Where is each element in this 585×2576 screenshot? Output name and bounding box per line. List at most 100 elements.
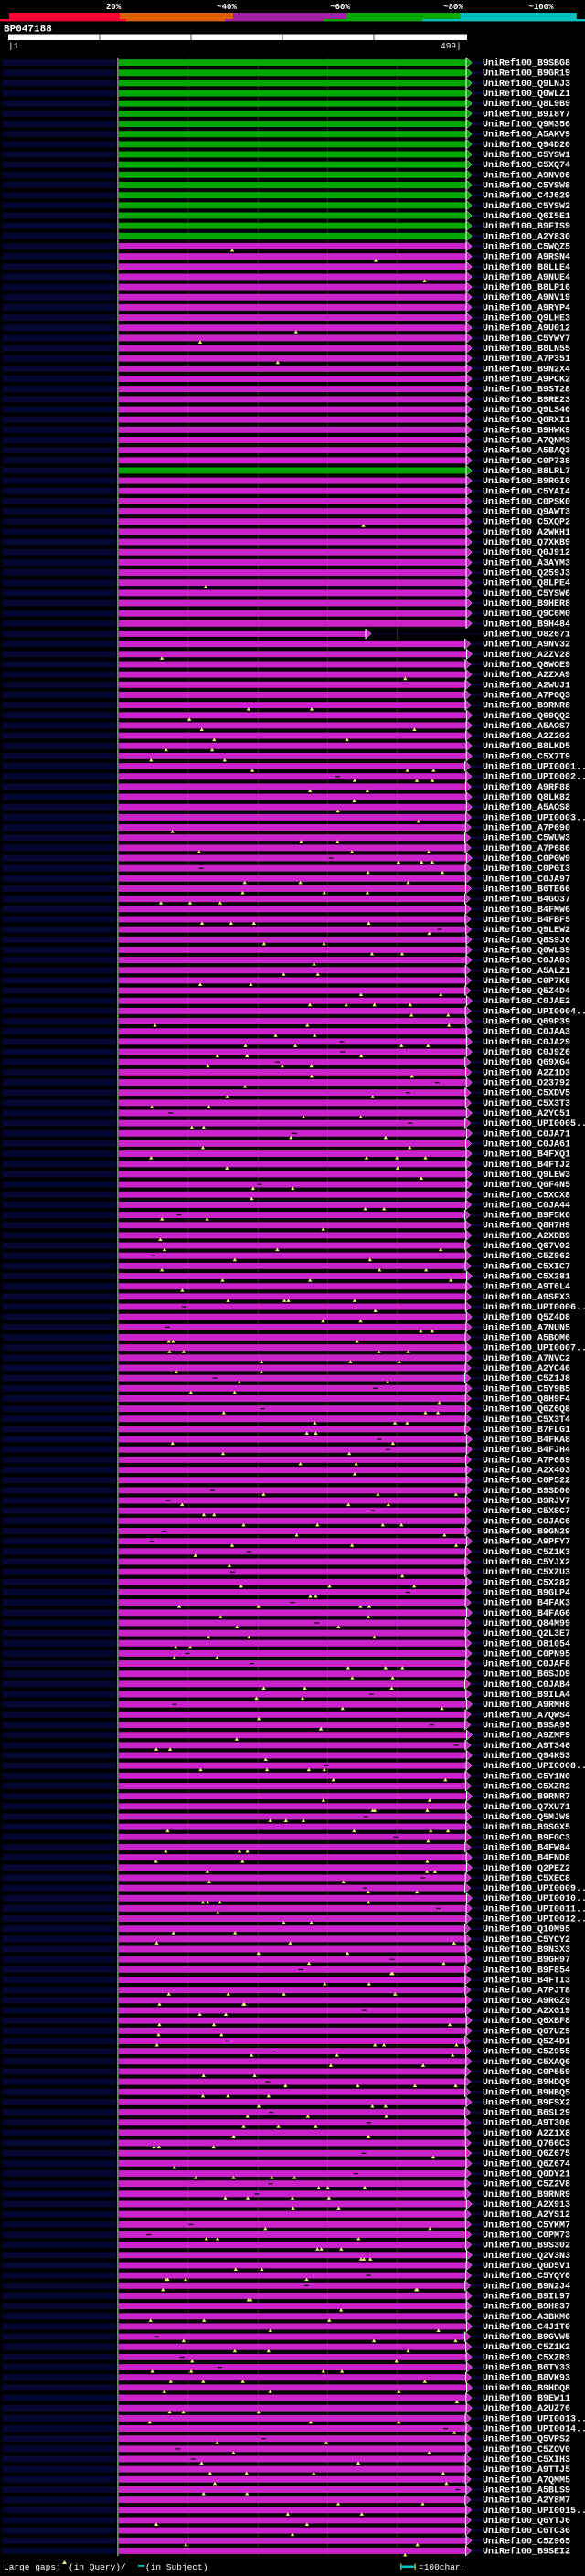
svg-text:UniRef100_B4FTI3: UniRef100_B4FTI3 [483, 1976, 570, 1987]
svg-text:UniRef100_Q8LPE4: UniRef100_Q8LPE4 [483, 578, 570, 589]
svg-text:UniRef100_UPI0007..: UniRef100_UPI0007.. [483, 1343, 585, 1354]
svg-text:UniRef100_B9SD00: UniRef100_B9SD00 [483, 1486, 570, 1497]
svg-text:UniRef100_UPI0005..: UniRef100_UPI0005.. [483, 1118, 585, 1129]
svg-text:UniRef100_C5XZU3: UniRef100_C5XZU3 [483, 1567, 570, 1578]
svg-text:UniRef100_C5Y1N0: UniRef100_C5Y1N0 [483, 1771, 570, 1782]
svg-text:UniRef100_UPI0008..: UniRef100_UPI0008.. [483, 1761, 585, 1772]
svg-text:UniRef100_A2X403: UniRef100_A2X403 [483, 1466, 570, 1477]
svg-text:UniRef100_UPI0006..: UniRef100_UPI0006.. [483, 1302, 585, 1313]
svg-text:UniRef100_A2ZXA9: UniRef100_A2ZXA9 [483, 670, 570, 681]
svg-text:UniRef100_B9GLP4: UniRef100_B9GLP4 [483, 1587, 570, 1598]
svg-text:UniRef100_Q5Z4D8: UniRef100_Q5Z4D8 [483, 1312, 570, 1323]
svg-text:UniRef100_B8LN55: UniRef100_B8LN55 [483, 344, 570, 355]
svg-text:UniRef100_C5Z965: UniRef100_C5Z965 [483, 2536, 570, 2547]
svg-text:UniRef100_Q8LK82: UniRef100_Q8LK82 [483, 792, 570, 803]
svg-text:UniRef100_C0JAA3: UniRef100_C0JAA3 [483, 1027, 570, 1038]
svg-text:BP047188: BP047188 [4, 25, 52, 36]
svg-text:UniRef100_UPI0010..: UniRef100_UPI0010.. [483, 1893, 585, 1904]
svg-text:UniRef100_A5AOS8: UniRef100_A5AOS8 [483, 802, 570, 813]
svg-text:UniRef100_A9ZMF9: UniRef100_A9ZMF9 [483, 1731, 570, 1742]
svg-text:UniRef100_A2YC51: UniRef100_A2YC51 [483, 1108, 570, 1119]
svg-text:UniRef100_A7P686: UniRef100_A7P686 [483, 843, 570, 854]
svg-text:UniRef100_Q2PEZ2: UniRef100_Q2PEZ2 [483, 1863, 570, 1874]
svg-text:UniRef100_B6TE66: UniRef100_B6TE66 [483, 884, 570, 895]
svg-text:UniRef100_C5XQ74: UniRef100_C5XQ74 [483, 160, 570, 171]
svg-text:UniRef100_C0P522: UniRef100_C0P522 [483, 1476, 570, 1487]
svg-text:UniRef100_A7P690: UniRef100_A7P690 [483, 823, 570, 834]
svg-text:UniRef100_A7QWS4: UniRef100_A7QWS4 [483, 1710, 570, 1721]
svg-text:UniRef100_C0JAF8: UniRef100_C0JAF8 [483, 1659, 570, 1670]
svg-text:UniRef100_B8VK93: UniRef100_B8VK93 [483, 2373, 570, 2384]
svg-text:UniRef100_Q0D5V1: UniRef100_Q0D5V1 [483, 2261, 570, 2272]
svg-text:|1: |1 [8, 41, 19, 51]
svg-text:UniRef100_A9U012: UniRef100_A9U012 [483, 323, 570, 334]
svg-text:UniRef100_C5XEC8: UniRef100_C5XEC8 [483, 1873, 570, 1884]
svg-text:UniRef100_A9TTJ5: UniRef100_A9TTJ5 [483, 2465, 570, 2475]
svg-text:UniRef100_Q69P39: UniRef100_Q69P39 [483, 1017, 570, 1028]
svg-text:UniRef100_C5YSW2: UniRef100_C5YSW2 [483, 201, 570, 212]
svg-text:UniRef100_C0JA71: UniRef100_C0JA71 [483, 1129, 570, 1140]
svg-text:UniRef100_C0JA83: UniRef100_C0JA83 [483, 956, 570, 967]
svg-text:UniRef100_C5XZR2: UniRef100_C5XZR2 [483, 1781, 570, 1792]
svg-text:UniRef100_A9T346: UniRef100_A9T346 [483, 1741, 570, 1752]
svg-text:UniRef100_Q6YTJ6: UniRef100_Q6YTJ6 [483, 2516, 570, 2527]
svg-text:UniRef100_Q84M99: UniRef100_Q84M99 [483, 1618, 570, 1629]
svg-text:UniRef100_B4FBF5: UniRef100_B4FBF5 [483, 915, 570, 926]
svg-text:~60%: ~60% [330, 3, 350, 12]
svg-text:UniRef100_B9HWK9: UniRef100_B9HWK9 [483, 425, 570, 436]
svg-text:UniRef100_C5X282: UniRef100_C5X282 [483, 1577, 570, 1588]
svg-text:UniRef100_Q0DY21: UniRef100_Q0DY21 [483, 2169, 570, 2180]
svg-text:UniRef100_B9GH97: UniRef100_B9GH97 [483, 1955, 570, 1966]
svg-text:UniRef100_B9RNR9: UniRef100_B9RNR9 [483, 2189, 570, 2200]
svg-text:UniRef100_B4FND8: UniRef100_B4FND8 [483, 1853, 570, 1864]
svg-text:UniRef100_B6SL29: UniRef100_B6SL29 [483, 2108, 570, 2119]
svg-text:UniRef100_B7FLG1: UniRef100_B7FLG1 [483, 1425, 570, 1436]
svg-text:UniRef100_A5AOS7: UniRef100_A5AOS7 [483, 721, 570, 732]
svg-text:UniRef100_Q8H7H9: UniRef100_Q8H7H9 [483, 1221, 570, 1232]
svg-text:UniRef100_B8LP16: UniRef100_B8LP16 [483, 282, 570, 293]
svg-text:UniRef100_A5BAQ3: UniRef100_A5BAQ3 [483, 446, 570, 457]
svg-text:UniRef100_C5XIC7: UniRef100_C5XIC7 [483, 1261, 570, 1272]
svg-text:UniRef100_Q0WLS9: UniRef100_Q0WLS9 [483, 945, 570, 956]
svg-text:UniRef100_C0PM73: UniRef100_C0PM73 [483, 2230, 570, 2241]
svg-text:UniRef100_A2ZV28: UniRef100_A2ZV28 [483, 650, 570, 661]
svg-text:UniRef100_Q94K53: UniRef100_Q94K53 [483, 1751, 570, 1762]
svg-text:UniRef100_A2XG19: UniRef100_A2XG19 [483, 2006, 570, 2017]
svg-text:UniRef100_C5XSC7: UniRef100_C5XSC7 [483, 1506, 570, 1517]
svg-text:UniRef100_O23792: UniRef100_O23792 [483, 1078, 570, 1089]
svg-text:UniRef100_Q6I5E1: UniRef100_Q6I5E1 [483, 211, 570, 222]
svg-text:UniRef100_Q5VPS2: UniRef100_Q5VPS2 [483, 2434, 570, 2445]
svg-text:UniRef100_A9T306: UniRef100_A9T306 [483, 2118, 570, 2129]
svg-text:UniRef100_B4FAG6: UniRef100_B4FAG6 [483, 1608, 570, 1619]
svg-text:UniRef100_Q9LNJ3: UniRef100_Q9LNJ3 [483, 79, 570, 90]
svg-text:UniRef100_A5BOM6: UniRef100_A5BOM6 [483, 1332, 570, 1343]
svg-text:UniRef100_A2YS12: UniRef100_A2YS12 [483, 2210, 570, 2221]
svg-text:UniRef100_Q9LS40: UniRef100_Q9LS40 [483, 405, 570, 416]
svg-text:UniRef100_B9HER8: UniRef100_B9HER8 [483, 599, 570, 610]
svg-text:UniRef100_Q6Z6Q8: UniRef100_Q6Z6Q8 [483, 1405, 570, 1415]
svg-text:20%: 20% [106, 3, 122, 12]
svg-text:UniRef100_B9HDQ8: UniRef100_B9HDQ8 [483, 2383, 570, 2394]
svg-text:UniRef100_A9RGZ9: UniRef100_A9RGZ9 [483, 1996, 570, 2007]
svg-text:=100char.: =100char. [419, 2562, 465, 2572]
svg-text:UniRef100_B4FW84: UniRef100_B4FW84 [483, 1842, 570, 1853]
svg-text:UniRef100_C0PN95: UniRef100_C0PN95 [483, 1648, 570, 1659]
svg-text:(in Subject): (in Subject) [145, 2562, 207, 2572]
svg-text:UniRef100_UPI0013..: UniRef100_UPI0013.. [483, 2413, 585, 2424]
svg-text:~100%: ~100% [528, 3, 554, 12]
svg-text:UniRef100_C0JA44: UniRef100_C0JA44 [483, 1200, 570, 1211]
svg-text:UniRef100_Q0WLZ1: UniRef100_Q0WLZ1 [483, 89, 570, 100]
svg-text:UniRef100_C0J9Z6: UniRef100_C0J9Z6 [483, 1047, 570, 1058]
svg-text:UniRef100_B9H837: UniRef100_B9H837 [483, 2302, 570, 2313]
svg-text:~40%: ~40% [217, 3, 237, 12]
svg-text:UniRef100_Q6XBF8: UniRef100_Q6XBF8 [483, 2016, 570, 2027]
svg-text:UniRef100_C5YQY0: UniRef100_C5YQY0 [483, 2271, 570, 2282]
svg-text:UniRef100_C4J629: UniRef100_C4J629 [483, 191, 570, 202]
svg-text:UniRef100_C5X3T3: UniRef100_C5X3T3 [483, 1098, 570, 1109]
svg-text:UniRef100_Q9LHE3: UniRef100_Q9LHE3 [483, 313, 570, 324]
svg-text:UniRef100_C6TC36: UniRef100_C6TC36 [483, 2526, 570, 2537]
svg-text:UniRef100_Q5Z4D4: UniRef100_Q5Z4D4 [483, 986, 570, 997]
svg-text:UniRef100_C5X7T9: UniRef100_C5X7T9 [483, 751, 570, 762]
svg-text:UniRef100_C5Z955: UniRef100_C5Z955 [483, 2047, 570, 2058]
svg-text:UniRef100_A7QNM3: UniRef100_A7QNM3 [483, 435, 570, 446]
